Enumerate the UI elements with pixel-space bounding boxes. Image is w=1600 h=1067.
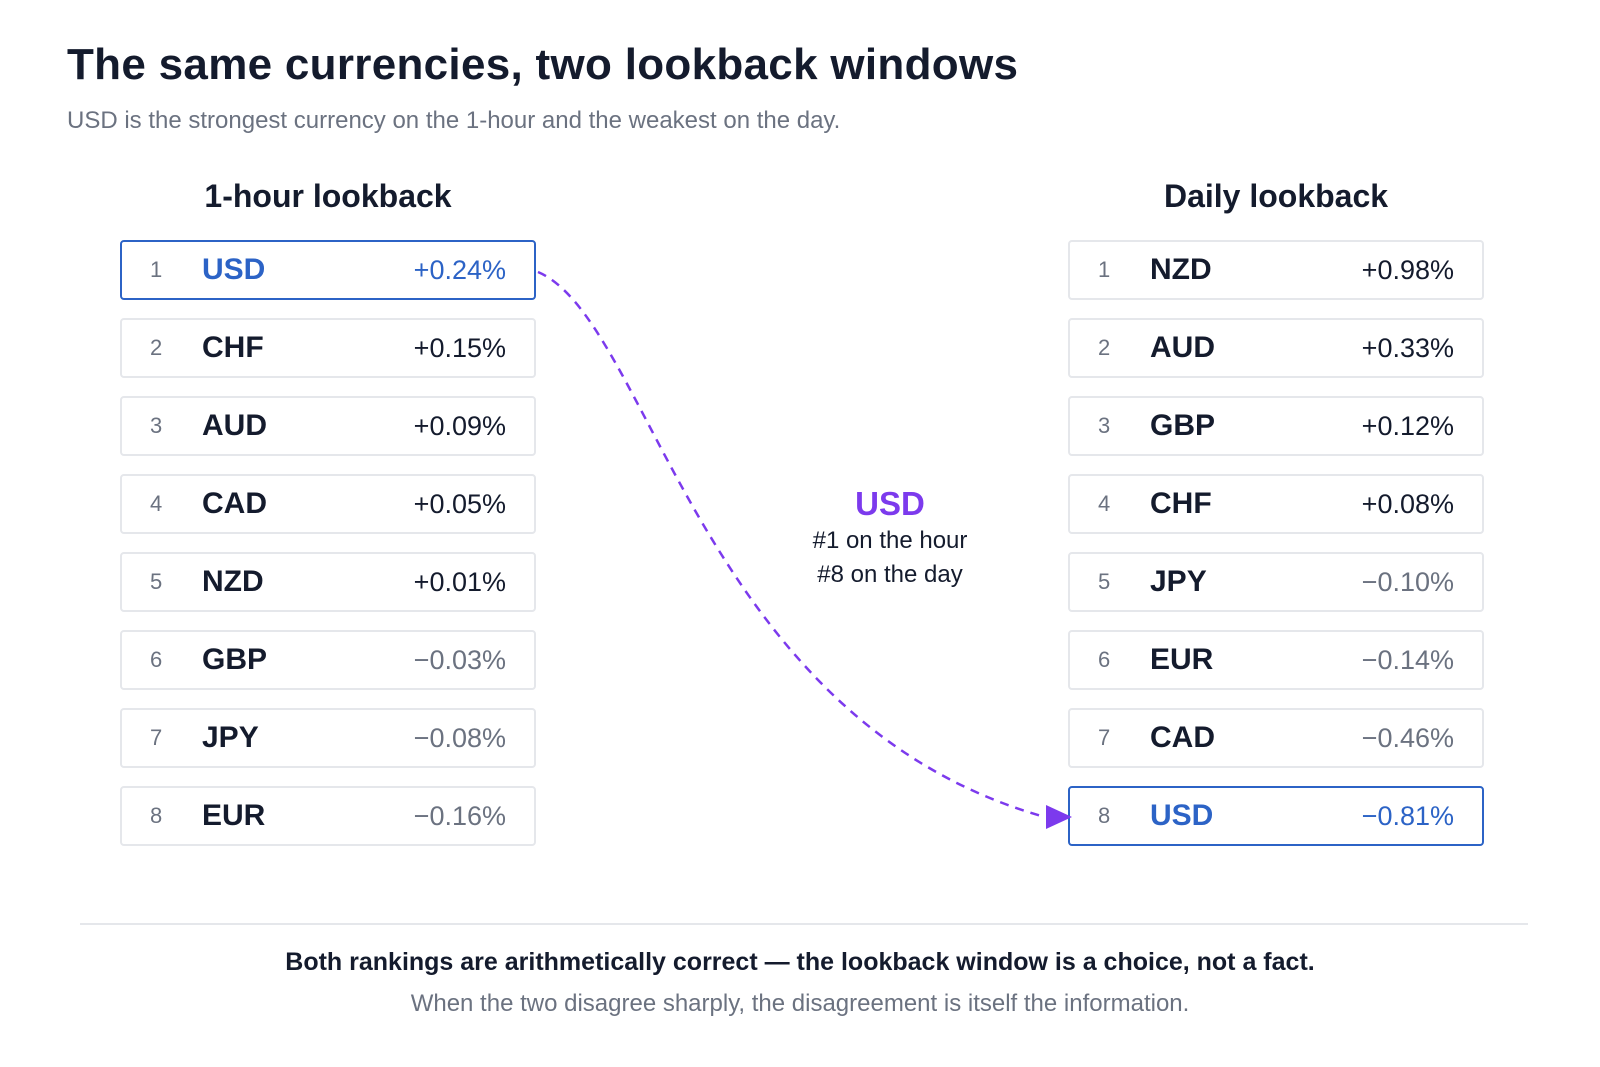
callout-hour-rank: #1 on the hour bbox=[812, 527, 968, 554]
percent-change: +0.15% bbox=[413, 333, 506, 363]
rank-number: 1 bbox=[150, 257, 163, 282]
currency-code: JPY bbox=[1150, 565, 1207, 598]
daily-ranking-row-nzd: 1 NZD +0.98% bbox=[1068, 240, 1484, 300]
daily-ranking-row-gbp: 3 GBP +0.12% bbox=[1068, 396, 1484, 456]
rank-number: 8 bbox=[1098, 803, 1111, 828]
currency-code: GBP bbox=[1150, 409, 1216, 442]
currency-code: EUR bbox=[202, 799, 266, 832]
currency-code: CHF bbox=[1150, 487, 1212, 520]
hour-ranking-row-usd: 1 USD +0.24% bbox=[120, 240, 536, 300]
hour-ranking-row-cad: 4 CAD +0.05% bbox=[120, 474, 536, 534]
daily-ranking-row-chf: 4 CHF +0.08% bbox=[1068, 474, 1484, 534]
rank-number: 8 bbox=[150, 803, 163, 828]
daily-column-heading: Daily lookback bbox=[1163, 178, 1389, 214]
page-subtitle: USD is the strongest currency on the 1-h… bbox=[67, 107, 841, 134]
rank-number: 2 bbox=[1098, 335, 1111, 360]
percent-change: −0.16% bbox=[413, 801, 506, 831]
rank-number: 1 bbox=[1098, 257, 1111, 282]
percent-change: −0.03% bbox=[413, 645, 506, 675]
percent-change: +0.24% bbox=[413, 255, 506, 285]
currency-code: JPY bbox=[202, 721, 259, 754]
footer-note: When the two disagree sharply, the disag… bbox=[410, 990, 1190, 1017]
percent-change: −0.46% bbox=[1361, 723, 1454, 753]
hour-ranking-row-nzd: 5 NZD +0.01% bbox=[120, 552, 536, 612]
percent-change: −0.81% bbox=[1361, 801, 1454, 831]
currency-code: CAD bbox=[202, 487, 267, 520]
hour-ranking-row-jpy: 7 JPY −0.08% bbox=[120, 708, 536, 768]
usd-callout: USD #1 on the hour #8 on the day bbox=[760, 484, 1020, 592]
rank-number: 3 bbox=[150, 413, 163, 438]
percent-change: +0.08% bbox=[1361, 489, 1454, 519]
hour-ranking-row-gbp: 6 GBP −0.03% bbox=[120, 630, 536, 690]
currency-code: CHF bbox=[202, 331, 264, 364]
rank-number: 5 bbox=[150, 569, 163, 594]
daily-ranking-row-usd: 8 USD −0.81% bbox=[1068, 786, 1484, 846]
rank-number: 3 bbox=[1098, 413, 1111, 438]
callout-code: USD bbox=[855, 485, 925, 522]
percent-change: +0.33% bbox=[1361, 333, 1454, 363]
hour-ranking-row-aud: 3 AUD +0.09% bbox=[120, 396, 536, 456]
hour-column-heading: 1-hour lookback bbox=[204, 178, 452, 214]
percent-change: −0.08% bbox=[413, 723, 506, 753]
daily-ranking-row-aud: 2 AUD +0.33% bbox=[1068, 318, 1484, 378]
currency-code: NZD bbox=[1150, 253, 1212, 286]
rank-number: 4 bbox=[1098, 491, 1111, 516]
currency-code: CAD bbox=[1150, 721, 1215, 754]
rank-number: 2 bbox=[150, 335, 163, 360]
rank-number: 6 bbox=[1098, 647, 1111, 672]
rank-number: 4 bbox=[150, 491, 163, 516]
hour-ranking-row-chf: 2 CHF +0.15% bbox=[120, 318, 536, 378]
rank-number: 5 bbox=[1098, 569, 1111, 594]
currency-code: GBP bbox=[202, 643, 268, 676]
rank-number: 6 bbox=[150, 647, 163, 672]
percent-change: +0.12% bbox=[1361, 411, 1454, 441]
currency-code: USD bbox=[202, 253, 266, 286]
currency-code: EUR bbox=[1150, 643, 1214, 676]
currency-code: AUD bbox=[1150, 331, 1215, 364]
percent-change: +0.05% bbox=[413, 489, 506, 519]
percent-change: +0.09% bbox=[413, 411, 506, 441]
rank-number: 7 bbox=[150, 725, 163, 750]
percent-change: +0.01% bbox=[413, 567, 506, 597]
percent-change: +0.98% bbox=[1361, 255, 1454, 285]
currency-code: AUD bbox=[202, 409, 267, 442]
callout-day-rank: #8 on the day bbox=[817, 561, 963, 588]
footer-divider bbox=[80, 923, 1528, 925]
page-title: The same currencies, two lookback window… bbox=[67, 40, 1019, 89]
currency-code: USD bbox=[1150, 799, 1214, 832]
daily-ranking-row-cad: 7 CAD −0.46% bbox=[1068, 708, 1484, 768]
footer-headline: Both rankings are arithmetically correct… bbox=[285, 948, 1315, 976]
currency-code: NZD bbox=[202, 565, 264, 598]
daily-ranking-row-jpy: 5 JPY −0.10% bbox=[1068, 552, 1484, 612]
hour-ranking-row-eur: 8 EUR −0.16% bbox=[120, 786, 536, 846]
daily-ranking-row-eur: 6 EUR −0.14% bbox=[1068, 630, 1484, 690]
percent-change: −0.10% bbox=[1361, 567, 1454, 597]
percent-change: −0.14% bbox=[1361, 645, 1454, 675]
rank-number: 7 bbox=[1098, 725, 1111, 750]
